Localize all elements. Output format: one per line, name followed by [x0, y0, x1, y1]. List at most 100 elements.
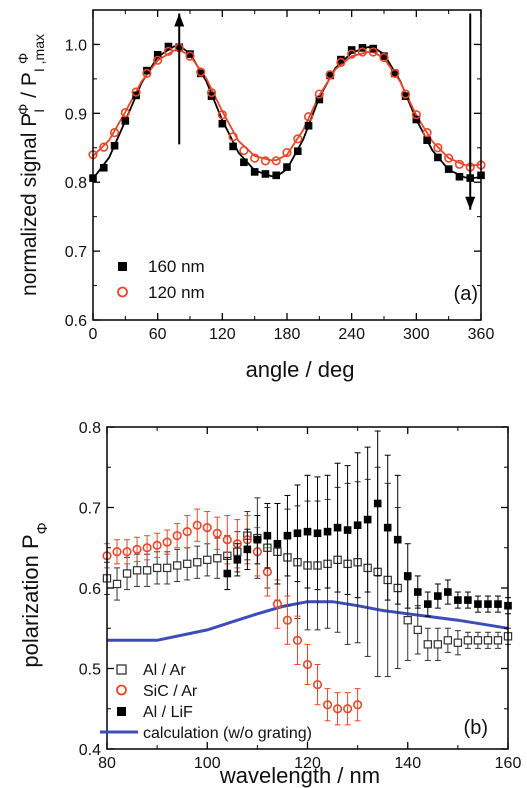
panel-a-point-160-nm	[164, 42, 173, 51]
legend-marker-120nm	[117, 286, 128, 298]
panel-a-point-120-nm	[433, 143, 443, 153]
panel-a-point-120-nm	[325, 70, 335, 80]
panel-b-point-sic-ar	[302, 659, 313, 670]
panel-b-point-al-ar	[152, 563, 162, 573]
panel-a-x-tick-label: 180	[274, 326, 301, 343]
panel-a-point-160-nm	[218, 119, 227, 128]
panel-b-point-sic-ar	[272, 599, 283, 609]
panel-a-fit-curve-1	[92, 49, 482, 167]
panel-a-ylabel-denom-sub: I ,max	[31, 34, 47, 72]
panel-b-point-al-ar	[203, 555, 212, 565]
legend-label-calculation: calculation (w/o grating)	[143, 725, 312, 742]
panel-b-marks	[102, 430, 513, 726]
panel-b-point-sic-ar	[142, 543, 152, 553]
panel-a-point-120-nm	[282, 148, 292, 158]
legend-label-al-lif: Al / LiF	[143, 704, 193, 721]
panel-b-point-al-lif	[283, 531, 292, 540]
panel-b-point-sic-ar	[212, 528, 222, 538]
panel-a-arrow-head-0	[174, 13, 185, 27]
panel-a-point-120-nm	[454, 159, 465, 169]
panel-b-point-al-lif	[393, 535, 402, 544]
panel-a-x-tick-label: 240	[338, 326, 365, 343]
panel-b-point-al-lif	[323, 527, 332, 536]
panel-a-point-120-nm	[239, 145, 249, 156]
panel-a-point-160-nm	[293, 147, 302, 156]
panel-b-point-al-ar	[162, 563, 172, 573]
panel-a-point-120-nm	[153, 55, 163, 65]
panel-a-point-160-nm	[250, 168, 259, 176]
panel-b-point-al-lif	[343, 526, 352, 534]
panel-b-point-al-lif	[293, 529, 302, 538]
panel-b-point-al-ar	[183, 559, 192, 569]
panel-a-arrow-head-1	[465, 196, 476, 210]
panel-b-point-al-lif	[383, 523, 392, 532]
panel-a-point-120-nm	[120, 108, 130, 118]
panel-b-point-sic-ar	[312, 679, 323, 690]
panel-a-point-160-nm	[110, 141, 119, 150]
panel-b-point-al-lif	[313, 529, 322, 538]
panel-b-point-al-ar	[463, 636, 473, 645]
panel-a-ylabel-slash: /	[18, 86, 41, 104]
panel-b-y-tick-label: 0.5	[79, 662, 101, 679]
panel-b-point-al-lif	[273, 539, 282, 548]
panel-a-fit-curve-0	[92, 44, 482, 180]
panel-a-point-120-nm	[444, 153, 454, 163]
panel-b-point-al-lif	[363, 515, 372, 524]
panel-b-point-al-lif	[233, 556, 242, 564]
panel-b-point-al-ar	[423, 640, 433, 649]
panel-a-point-160-nm	[390, 69, 399, 78]
panel-b-point-sic-ar	[202, 523, 212, 533]
panel-a-point-120-nm	[163, 46, 174, 56]
panel-a-point-160-nm	[153, 50, 162, 59]
panel-a-point-160-nm	[186, 50, 194, 58]
panel-a-x-tick-label: 120	[209, 326, 236, 343]
panel-b-point-sic-ar	[192, 520, 202, 530]
panel-a-legend: 160 nm 120 nm	[117, 257, 205, 302]
legend-marker-sic-ar	[116, 684, 127, 696]
panel-a-point-120-nm	[250, 153, 260, 163]
panel-a-point-160-nm	[315, 95, 324, 104]
panel-a-point-120-nm	[217, 110, 227, 120]
panel-b-point-al-lif	[243, 545, 252, 554]
panel-b-point-sic-ar	[122, 547, 132, 557]
panel-a-y-tick-label: 0.9	[65, 106, 87, 123]
panel-b-point-sic-ar	[112, 547, 122, 557]
panel-a-point-160-nm	[272, 171, 281, 180]
panel-a-x-tick-label: 0	[89, 326, 98, 343]
panel-b-point-al-lif	[454, 596, 462, 604]
panel-b-point-sic-ar	[182, 527, 192, 537]
panel-a-point-120-nm	[109, 128, 120, 138]
panel-a-point-160-nm	[412, 115, 421, 124]
panel-b-point-al-lif	[303, 527, 312, 536]
panel-b-point-al-lif	[434, 592, 442, 600]
panel-a-point-120-nm	[336, 57, 346, 67]
panel-b-point-sic-ar	[132, 544, 142, 554]
panel-a-point-120-nm	[196, 67, 206, 77]
panel-b-point-al-lif	[413, 588, 422, 596]
panel-a-point-120-nm	[411, 110, 421, 120]
panel-a-point-160-nm	[261, 170, 270, 178]
panel-b-y-axis-label: polarization PΦ	[18, 522, 51, 667]
panel-b-point-al-lif	[403, 572, 412, 580]
panel-a-point-120-nm	[131, 87, 141, 97]
panel-a-point-160-nm	[444, 165, 453, 173]
panel-b-legend: Al / Ar SiC / Ar Al / LiF calculation (w…	[100, 662, 312, 742]
panel-b-y-tick-label: 0.8	[79, 420, 101, 437]
panel-a-point-120-nm	[400, 89, 411, 99]
panel-b-x-tick-label: 160	[495, 755, 522, 772]
panel-a-x-tick-label: 360	[468, 326, 495, 343]
legend-label-al-ar: Al / Ar	[143, 662, 186, 679]
panel-b-point-al-ar	[413, 625, 422, 635]
panel-b-point-al-lif	[474, 600, 482, 608]
panel-a-point-160-nm	[99, 163, 108, 172]
panel-a-point-120-nm	[293, 134, 303, 144]
panel-a-ylabel-sup: Φ	[15, 104, 31, 115]
panel-b-point-sic-ar	[353, 700, 363, 710]
panel-a-ylabel-main: normalized signal P	[18, 113, 41, 296]
legend-marker-160nm	[118, 262, 127, 271]
panel-a-label: (a)	[454, 283, 478, 305]
panel-a-marks	[88, 13, 486, 210]
panel-b-point-al-ar	[172, 561, 182, 570]
panel-a-point-120-nm	[206, 88, 217, 98]
panel-a-point-160-nm	[240, 158, 248, 167]
